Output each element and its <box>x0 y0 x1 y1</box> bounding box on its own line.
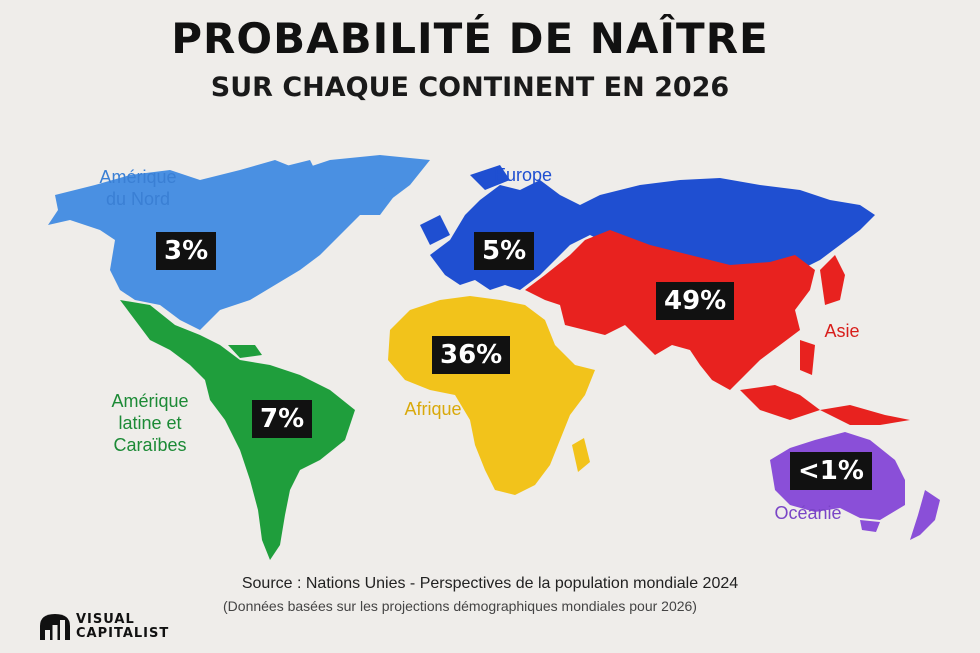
share-europe: 5% <box>474 232 535 270</box>
north-america-name-line1: Amérique <box>99 167 177 187</box>
page-subtitle: SUR CHAQUE CONTINENT EN 2026 <box>210 72 730 103</box>
region-africa <box>388 296 595 495</box>
brand-name: VISUAL CAPITALIST <box>76 613 169 641</box>
region-europe <box>420 165 875 290</box>
label-asia: Asie <box>824 321 860 341</box>
label-latin-america: Amérique latine et Caraïbes <box>80 390 220 456</box>
share-oceania: <1% <box>790 452 872 490</box>
brand-line1: VISUAL <box>76 612 135 627</box>
label-africa: Afrique <box>404 399 462 419</box>
north-america-name-line2: du Nord <box>105 189 171 209</box>
label-europe: Europe <box>493 165 553 185</box>
brand-line2: CAPITALIST <box>76 626 170 641</box>
region-latin-america <box>120 300 355 560</box>
share-latin-america: 7% <box>252 400 313 438</box>
latin-america-name-line2: latine et <box>118 413 182 433</box>
region-north-america <box>48 155 430 330</box>
share-north-america: 3% <box>156 232 217 270</box>
note-text: (Données basées sur les projections démo… <box>223 598 697 614</box>
share-asia: 49% <box>656 282 735 320</box>
brand-logo-icon <box>40 614 70 640</box>
source-text: Source : Nations Unies - Perspectives de… <box>241 575 739 592</box>
page-title: PROBABILITÉ DE NAÎTRE <box>171 14 769 63</box>
share-africa: 36% <box>432 336 511 374</box>
latin-america-name-line1: Amérique <box>111 391 189 411</box>
label-oceania: Océanie <box>774 503 842 523</box>
latin-america-name-line3: Caraïbes <box>113 435 187 455</box>
label-north-america: Amérique du Nord <box>78 166 198 210</box>
